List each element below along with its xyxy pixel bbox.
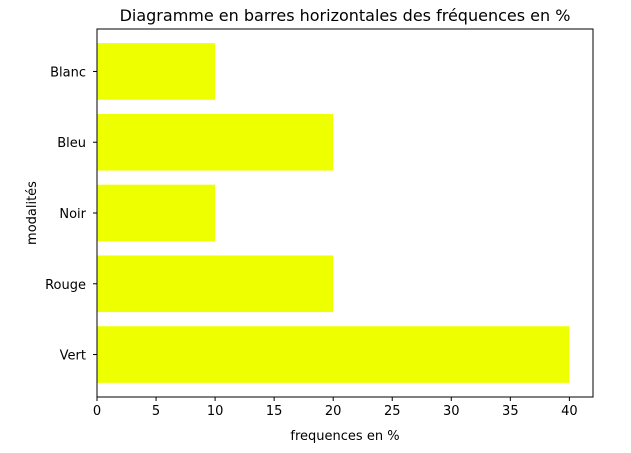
x-tick-label: 10 <box>207 404 224 419</box>
x-tick-label: 0 <box>93 404 101 419</box>
bars-layer <box>97 43 570 383</box>
x-tick-label: 25 <box>384 404 401 419</box>
bar-vert <box>97 326 570 383</box>
bar-noir <box>97 184 216 242</box>
bar-bleu <box>97 113 334 171</box>
y-tick-label: Blanc <box>50 65 86 80</box>
y-tick-label: Rouge <box>45 278 86 293</box>
x-axis-ticks: 0 5 10 15 20 25 30 35 40 <box>93 397 578 419</box>
chart-title: Diagramme en barres horizontales des fré… <box>120 6 571 25</box>
y-axis-label: modalités <box>25 181 40 245</box>
x-tick-label: 35 <box>502 404 519 419</box>
x-tick-label: 20 <box>325 404 342 419</box>
x-tick-label: 5 <box>152 404 160 419</box>
x-tick-label: 30 <box>443 404 460 419</box>
y-tick-label: Noir <box>59 207 86 222</box>
y-tick-label: Vert <box>60 349 86 364</box>
x-tick-label: 15 <box>266 404 283 419</box>
bar-rouge <box>97 255 334 313</box>
bar-blanc <box>97 43 216 100</box>
y-axis-ticks: Vert Rouge Noir Bleu Blanc <box>45 65 97 364</box>
y-tick-label: Bleu <box>57 136 86 151</box>
x-tick-label: 40 <box>561 404 578 419</box>
x-axis-label: frequences en % <box>290 429 399 444</box>
